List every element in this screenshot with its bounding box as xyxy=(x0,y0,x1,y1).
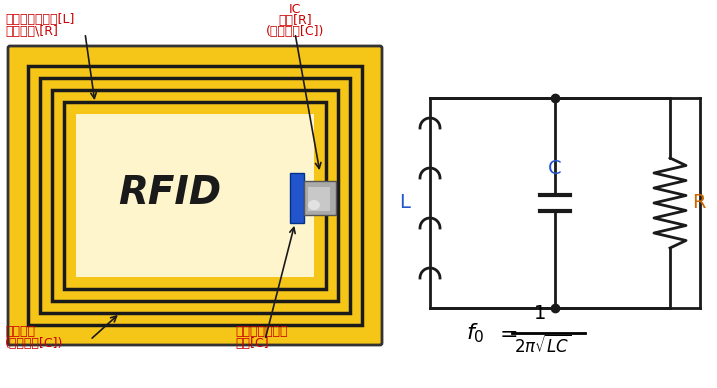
Text: (寄生电容[C]): (寄生电容[C]) xyxy=(5,337,63,350)
Text: $2\pi\sqrt{LC}$: $2\pi\sqrt{LC}$ xyxy=(514,335,571,357)
Text: R: R xyxy=(692,194,706,213)
Text: $=$: $=$ xyxy=(495,323,518,343)
Text: 1: 1 xyxy=(534,304,546,323)
Bar xyxy=(308,187,330,211)
Text: (内置电容[C]): (内置电容[C]) xyxy=(266,25,324,38)
Bar xyxy=(28,66,362,325)
Text: 环路天线电感器[L]: 环路天线电感器[L] xyxy=(5,13,75,26)
FancyBboxPatch shape xyxy=(76,114,314,277)
Text: 卡片材料: 卡片材料 xyxy=(5,325,35,338)
Text: 电阻[R]: 电阻[R] xyxy=(278,14,312,27)
Bar xyxy=(52,90,338,301)
Bar xyxy=(64,102,326,289)
Text: 寄生电阻\[R]: 寄生电阻\[R] xyxy=(5,25,58,38)
Text: 电容[C]: 电容[C] xyxy=(235,337,269,350)
Text: IC: IC xyxy=(289,3,301,16)
Ellipse shape xyxy=(308,200,320,210)
Bar xyxy=(40,78,350,313)
Text: $f_0$: $f_0$ xyxy=(467,321,485,345)
Bar xyxy=(290,173,304,223)
Bar xyxy=(304,181,336,215)
Text: L: L xyxy=(399,194,410,213)
Text: C: C xyxy=(549,159,562,178)
Text: 外部片状电容器: 外部片状电容器 xyxy=(235,325,288,338)
FancyBboxPatch shape xyxy=(8,46,382,345)
Text: RFID: RFID xyxy=(118,174,222,212)
